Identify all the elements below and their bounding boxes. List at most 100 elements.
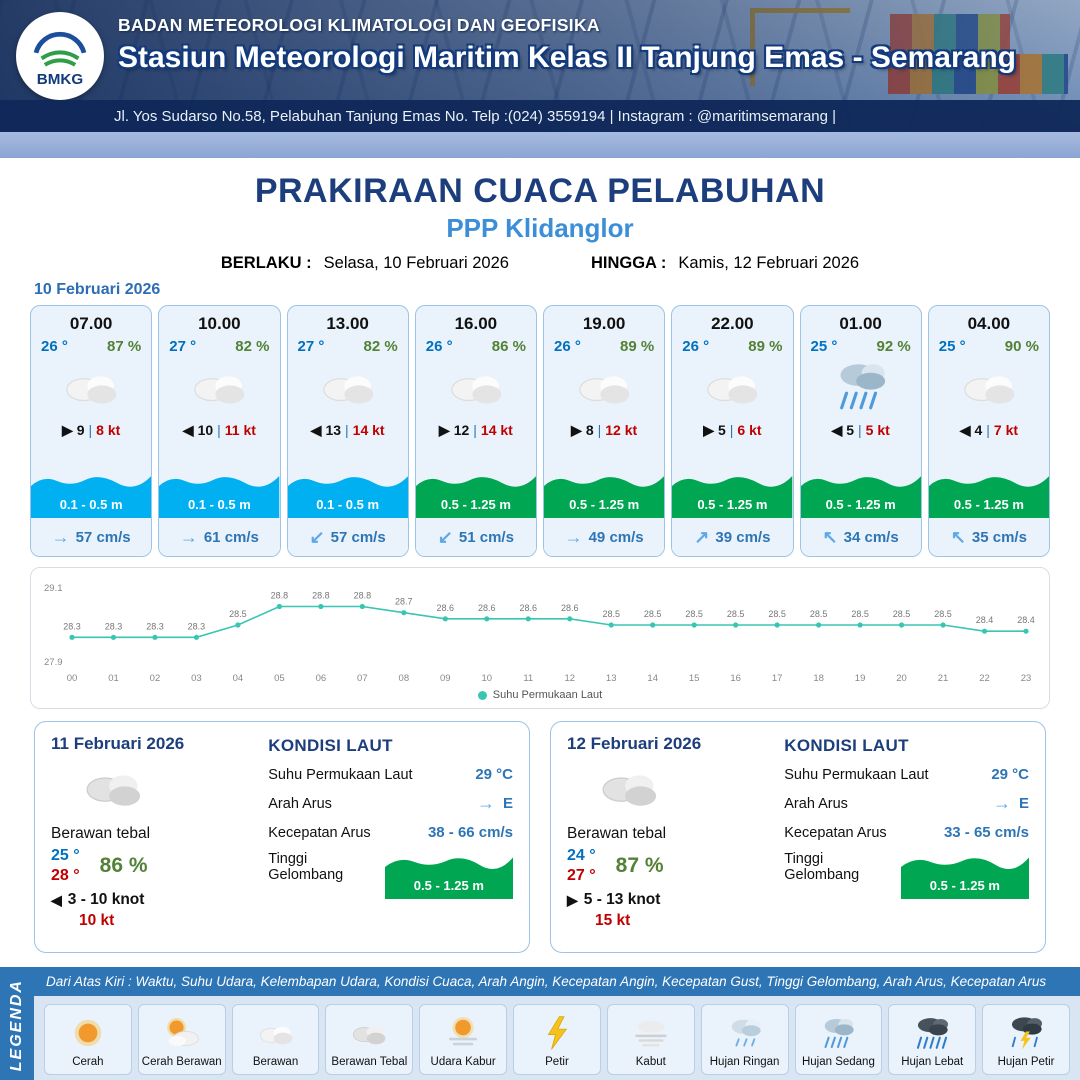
- legend-item-label: Cerah: [72, 1056, 104, 1068]
- wave-shape: [928, 476, 1049, 518]
- svg-text:01: 01: [108, 673, 119, 684]
- current-speed-label: Kecepatan Arus: [784, 824, 887, 841]
- berawan-icon: [159, 355, 279, 417]
- wave-height-band: 0.1 - 0.5 m: [31, 470, 152, 518]
- wind-gust: 6 kt: [737, 422, 762, 438]
- sst-row: Suhu Permukaan Laut 29 °C: [268, 766, 513, 783]
- svg-text:08: 08: [399, 673, 410, 684]
- current-direction-icon: ↙: [437, 526, 453, 547]
- wave-height-band: 0.5 - 1.25 m: [415, 470, 536, 518]
- current-direction-row: Arah Arus → E: [784, 793, 1029, 814]
- humidity: 86 %: [99, 854, 148, 877]
- address-band: Jl. Yos Sudarso No.58, Pelabuhan Tanjung…: [0, 100, 1080, 132]
- current-speed-row: Kecepatan Arus 33 - 65 cm/s: [784, 824, 1029, 841]
- air-temp: 26 °: [682, 338, 710, 355]
- svg-text:28.5: 28.5: [644, 609, 662, 619]
- sst-row: Suhu Permukaan Laut 29 °C: [784, 766, 1029, 783]
- current-speed: 34 cm/s: [843, 528, 899, 546]
- bmkg-logo-icon: BMKG: [21, 17, 99, 95]
- wave-shape: [287, 476, 408, 518]
- humidity: 87 %: [615, 854, 664, 877]
- legend-item: Hujan Petir: [982, 1004, 1070, 1075]
- current-direction-icon: ↖: [950, 526, 966, 547]
- legend-item: Cerah Berawan: [137, 1004, 226, 1075]
- wave-height-label: Tinggi Gelombang: [268, 851, 344, 883]
- svg-text:28.8: 28.8: [354, 591, 372, 601]
- wind-direction-icon: ◀: [959, 421, 971, 438]
- wind-direction-icon: ◀: [182, 421, 194, 438]
- svg-text:11: 11: [523, 673, 533, 684]
- svg-text:14: 14: [647, 673, 658, 684]
- separator: |: [88, 422, 93, 438]
- svg-text:18: 18: [813, 673, 824, 684]
- wave-height-value: 0.5 - 1.25 m: [413, 878, 484, 893]
- wind-speed: 5: [846, 422, 855, 438]
- legend-item-label: Hujan Lebat: [901, 1056, 964, 1068]
- forecast-time: 10.00: [198, 314, 241, 333]
- current-speed-value: 33 - 65 cm/s: [943, 824, 1029, 841]
- forecast-card: 04.00 25 ° 90 % ◀ 4 | 7 kt 0.5 - 1.25 m …: [927, 305, 1050, 557]
- wind-gust: 8 kt: [96, 422, 121, 438]
- wind-row: ▶ 5 - 13 knot: [567, 891, 770, 909]
- weather-condition: Berawan tebal: [51, 825, 151, 842]
- wave-height-band: 0.1 - 0.5 m: [159, 470, 280, 518]
- wind-direction-icon: ▶: [61, 421, 73, 438]
- air-temp: 26 °: [41, 338, 68, 355]
- current-speed: 61 cm/s: [203, 528, 259, 546]
- forecast-card: 22.00 26 ° 89 % ▶ 5 | 6 kt 0.5 - 1.25 m …: [671, 305, 794, 557]
- forecast-card: 01.00 25 ° 92 % ◀ 5 | 5 kt 0.5 - 1.25 m …: [799, 305, 922, 557]
- svg-text:22: 22: [979, 673, 990, 684]
- daily-forecast-card: 12 Februari 2026 Berawan tebal 24 ° 27 °…: [550, 721, 1046, 953]
- page-title: PRAKIRAAN CUACA PELABUHAN: [254, 172, 826, 210]
- current-speed-label: Kecepatan Arus: [268, 824, 371, 841]
- separator: |: [345, 422, 349, 438]
- station-name: Stasiun Meteorologi Maritim Kelas II Tan…: [118, 41, 1016, 74]
- hujan-ringan-icon: [720, 1009, 770, 1056]
- temp-max: 28 °: [51, 867, 80, 884]
- legend-note: Dari Atas Kiri : Waktu, Suhu Udara, Kele…: [34, 967, 1080, 996]
- location-title: PPP Klidanglor: [446, 213, 634, 243]
- temp-humidity-row: 25 ° 90 %: [929, 334, 1049, 355]
- wind-range: 5 - 13 knot: [583, 891, 661, 908]
- sst-label: Suhu Permukaan Laut: [268, 766, 413, 783]
- current-direction-icon: ↖: [822, 526, 838, 547]
- legend-item-label: Hujan Ringan: [709, 1056, 780, 1068]
- legend-item-label: Hujan Petir: [997, 1056, 1055, 1068]
- current-direction-row: Arah Arus → E: [268, 793, 513, 814]
- svg-text:28.5: 28.5: [893, 609, 911, 619]
- wave-height-band: 0.5 - 1.25 m: [928, 470, 1049, 518]
- temp-humidity-row: 26 ° 89 %: [544, 334, 664, 355]
- hujan-sedang-icon: [813, 1009, 863, 1056]
- hingga-label: HINGGA :: [590, 254, 667, 272]
- legend-item: Cerah: [44, 1004, 132, 1075]
- svg-text:28.3: 28.3: [188, 621, 206, 631]
- forecast-time: 19.00: [582, 314, 626, 333]
- header-banner: BMKG BADAN METEOROLOGI KLIMATOLOGI DAN G…: [0, 0, 1080, 158]
- wave-height-value: 0.5 - 1.25 m: [569, 497, 640, 512]
- cerah-berawan-icon: [157, 1009, 207, 1056]
- wind-gust: 14 kt: [352, 422, 385, 438]
- current-row: ↖ 35 cm/s: [928, 518, 1049, 556]
- current-speed-row: Kecepatan Arus 38 - 66 cm/s: [268, 824, 513, 841]
- humidity: 82 %: [363, 338, 398, 355]
- temp-humidity-row: 26 ° 87 %: [31, 334, 151, 355]
- temp-min: 24 °: [567, 847, 596, 864]
- wind-gust: 7 kt: [993, 422, 1019, 438]
- wind-row: ▶ 8 | 12 kt: [544, 417, 664, 443]
- forecast-card: 10.00 27 ° 82 % ◀ 10 | 11 kt 0.1 - 0.5 m…: [158, 305, 281, 557]
- petir-icon: [532, 1009, 582, 1056]
- wave-shape: [544, 476, 665, 518]
- legend-item: Hujan Ringan: [700, 1004, 789, 1075]
- wave-height-value: 0.1 - 0.5 m: [187, 497, 251, 512]
- svg-text:20: 20: [896, 673, 907, 684]
- sea-conditions-title: KONDISI LAUT: [268, 736, 393, 755]
- wave-shape: [384, 857, 513, 899]
- wind-speed: 9: [76, 422, 85, 438]
- air-temp: 25 °: [938, 338, 966, 355]
- svg-text:03: 03: [191, 673, 202, 684]
- svg-text:28.3: 28.3: [105, 621, 123, 631]
- temp-humidity-row: 27 ° 82 %: [288, 334, 408, 355]
- svg-text:28.5: 28.5: [934, 609, 952, 619]
- sea-surface-temp-chart: 29.1 27.9 28.3 00 28.3 01 28.3 02 28.3 03 28.5 04 28…: [30, 567, 1050, 709]
- wind-row: ◀ 3 - 10 knot: [51, 891, 254, 909]
